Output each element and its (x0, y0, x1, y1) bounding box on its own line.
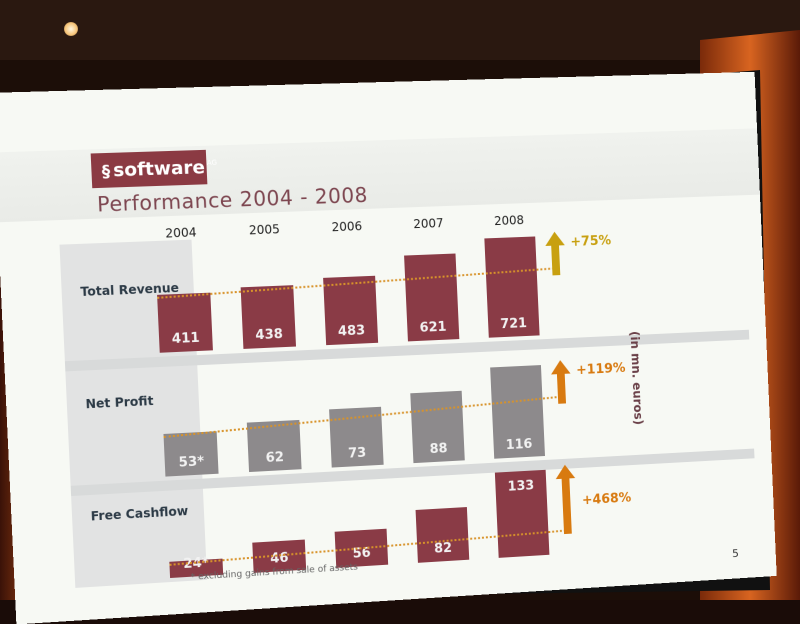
projected-slide: § software AG Performance 2004 - 2008 20… (0, 72, 777, 624)
bar-total-revenue-2006: 483 (323, 276, 378, 345)
ceiling-light (64, 22, 78, 36)
bar-total-revenue-2005: 438 (241, 285, 296, 349)
bar-net-profit-2004: 53* (163, 431, 218, 476)
logo-suffix: AG (207, 159, 218, 167)
bar-total-revenue-2008: 721 (484, 236, 539, 337)
bar-total-revenue-2007: 621 (404, 253, 459, 341)
growth-arrow-icon (545, 231, 566, 275)
growth-label-total-revenue: +75% (570, 234, 611, 250)
growth-label-net-profit: +119% (576, 361, 626, 378)
slide-canvas: § software AG Performance 2004 - 2008 20… (0, 72, 777, 624)
logo-mark-icon: § (101, 161, 110, 181)
arrow-shaft (562, 478, 572, 534)
bar-total-revenue-2004: 411 (157, 293, 213, 353)
growth-arrow-icon (550, 360, 571, 404)
arrow-shaft (557, 374, 566, 404)
year-label-2007: 2007 (398, 216, 458, 232)
year-label-2006: 2006 (316, 219, 377, 235)
year-label-2005: 2005 (234, 222, 295, 238)
bar-free-cashflow-2007: 82 (416, 507, 470, 563)
arrow-head (545, 231, 565, 246)
arrow-shaft (551, 245, 560, 275)
logo-text: software (113, 156, 206, 180)
growth-label-free-cashflow: +468% (582, 491, 632, 509)
growth-arrow-icon (555, 464, 577, 534)
bar-net-profit-2008: 116 (490, 365, 545, 459)
bar-net-profit-2007: 88 (410, 391, 464, 463)
arrow-head (550, 360, 570, 375)
year-label-2008: 2008 (479, 213, 538, 229)
unit-label: (in mn. euros) (628, 331, 646, 426)
conference-room: § software AG Performance 2004 - 2008 20… (0, 0, 800, 600)
arrow-head (555, 464, 575, 479)
bar-free-cashflow-2008: 133 (495, 470, 550, 558)
page-number: 5 (732, 547, 739, 560)
year-label-2004: 2004 (150, 225, 212, 242)
company-logo: § software AG (91, 150, 208, 188)
